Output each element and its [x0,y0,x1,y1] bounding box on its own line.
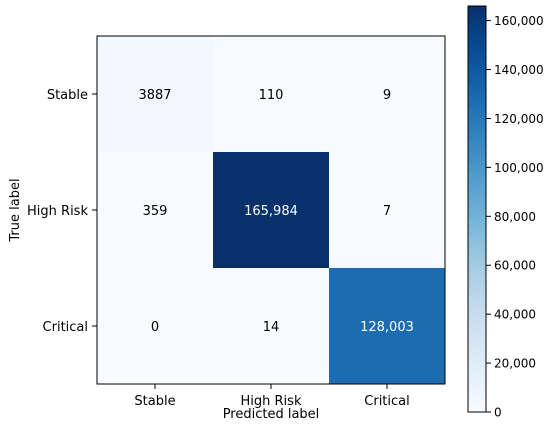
colorbar-tick-label: 0 [494,406,502,420]
cell-value-label: 128,003 [360,320,414,335]
colorbar-tick-label: 20,000 [494,357,536,371]
x-tick-label: High Risk [241,394,302,409]
x-axis-ticks: Stable High Risk Critical [134,384,410,409]
cell-value-label: 14 [263,320,280,335]
heatmap-cell [213,36,329,152]
cell-value-label: 110 [259,88,284,103]
colorbar-tick-label: 160,000 [494,14,544,28]
colorbar-tick-label: 40,000 [494,308,536,322]
y-axis-label: True label [8,178,23,242]
y-axis-ticks: Stable High Risk Critical [27,88,97,335]
colorbar [467,5,487,413]
x-tick-label: Stable [134,394,175,409]
cell-value-label: 0 [151,320,159,335]
y-tick-label: Critical [43,320,88,335]
cell-value-label: 7 [383,204,391,219]
colorbar-ticks: 0 20,000 40,000 60,000 80,000 100,000 120,000 1… [486,14,544,420]
y-tick-label: Stable [47,88,88,103]
heatmap-cell [97,268,213,384]
heatmap-cell [329,152,445,268]
cell-value-label: 9 [383,88,391,103]
x-axis-label: Predicted label [223,407,320,422]
cell-value-label: 3887 [138,88,171,103]
cell-value-label: 359 [143,204,168,219]
cell-value-label: 165,984 [244,204,298,219]
heatmap-cell [213,152,329,268]
x-tick-label: Critical [364,394,409,409]
heatmap-cell [213,268,329,384]
colorbar-tick-label: 80,000 [494,210,536,224]
heatmap-cell [97,36,213,152]
heatmap-cell [329,36,445,152]
colorbar-tick-label: 60,000 [494,259,536,273]
colorbar-tick-label: 120,000 [494,112,544,126]
y-tick-label: High Risk [27,204,88,219]
heatmap-cell [329,268,445,384]
heatmap-cell [97,152,213,268]
colorbar-tick-label: 100,000 [494,161,544,175]
heatmap-cells: 3887 110 9 359 165,984 7 0 14 128,003 [97,36,445,384]
colorbar-tick-label: 140,000 [494,63,544,77]
